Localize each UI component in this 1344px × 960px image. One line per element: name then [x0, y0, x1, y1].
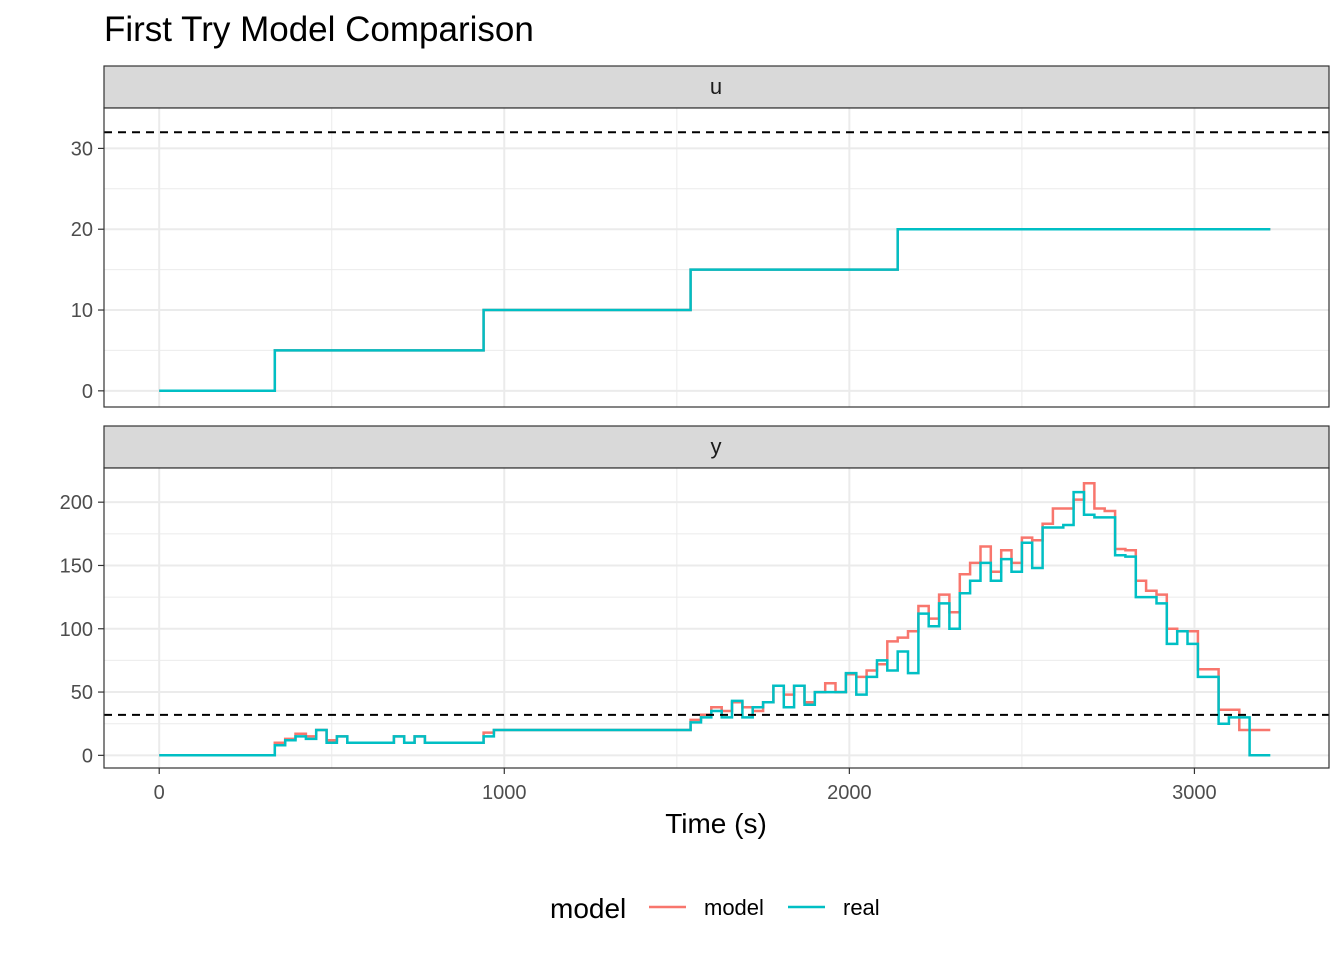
y-ticks-y: 0 50 100 150 200 [60, 492, 104, 767]
panel-border-y [103, 467, 1330, 769]
legend-title: model [550, 893, 626, 924]
y-tick-label: 10 [71, 300, 93, 322]
panel-background [104, 468, 1329, 768]
panel-background [104, 108, 1329, 407]
series-u [104, 131, 1329, 393]
x-axis: 0 1000 2000 3000 [154, 768, 1217, 804]
y-tick-label: 200 [60, 492, 93, 514]
series-line-real [159, 227, 1271, 393]
chart-title: First Try Model Comparison [104, 10, 534, 49]
panel-y: y 0 50 100 150 200 [60, 425, 1330, 769]
series-line-real [159, 490, 1271, 757]
strip-y [103, 425, 1330, 469]
strip-u [103, 65, 1330, 109]
x-tick-label: 3000 [1172, 782, 1217, 804]
x-tick-label: 1000 [482, 782, 527, 804]
x-axis-title: Time (s) [665, 808, 767, 839]
panel-u: u 0 10 20 30 [71, 65, 1330, 408]
grid-u [104, 108, 1329, 407]
x-tick-label: 0 [154, 782, 165, 804]
y-tick-label: 0 [82, 381, 93, 403]
y-tick-label: 150 [60, 555, 93, 577]
grid-y [104, 468, 1329, 768]
y-tick-label: 20 [71, 219, 93, 241]
series-y [104, 481, 1329, 757]
y-tick-label: 30 [71, 138, 93, 160]
y-tick-label: 0 [82, 745, 93, 767]
strip-label-u: u [710, 74, 722, 99]
legend-label-model: model [704, 895, 764, 920]
strip-label-y: y [711, 434, 722, 459]
y-ticks-u: 0 10 20 30 [71, 138, 104, 403]
y-tick-label: 100 [60, 619, 93, 641]
x-tick-label: 2000 [827, 782, 872, 804]
panel-border-u [103, 107, 1330, 408]
y-tick-label: 50 [71, 682, 93, 704]
legend: model model real [550, 893, 880, 924]
legend-label-real: real [843, 895, 880, 920]
